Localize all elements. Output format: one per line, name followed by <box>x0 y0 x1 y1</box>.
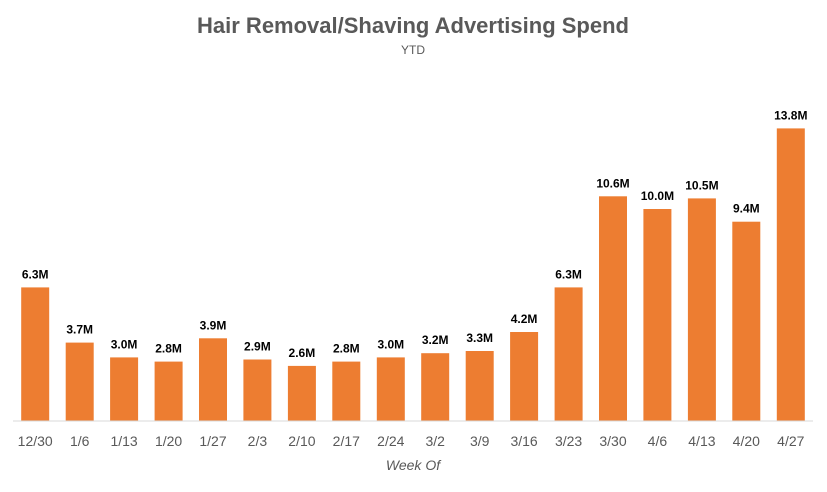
bar-9 <box>421 353 450 421</box>
bar-12 <box>554 287 583 421</box>
bar-7 <box>332 361 361 421</box>
data-label-17: 13.8M <box>774 108 807 122</box>
data-label-3: 2.8M <box>155 342 182 356</box>
data-label-10: 3.3M <box>466 331 493 345</box>
bar-10 <box>465 351 494 421</box>
data-label-1: 3.7M <box>66 323 93 337</box>
bar-5 <box>243 359 272 421</box>
data-label-2: 3.0M <box>111 337 138 351</box>
data-label-4: 3.9M <box>200 318 227 332</box>
x-tick-label-17: 4/27 <box>777 433 804 449</box>
x-tick-label-16: 4/20 <box>733 433 760 449</box>
data-label-0: 6.3M <box>22 267 49 281</box>
bar-11 <box>510 332 539 421</box>
x-tick-label-11: 3/16 <box>510 433 537 449</box>
bar-15 <box>687 198 716 421</box>
chart-subtitle: YTD <box>401 43 425 57</box>
bar-2 <box>110 357 139 421</box>
data-label-9: 3.2M <box>422 333 449 347</box>
bar-3 <box>154 361 183 421</box>
data-label-11: 4.2M <box>511 312 538 326</box>
x-tick-label-9: 3/2 <box>425 433 445 449</box>
x-tick-label-2: 1/13 <box>110 433 137 449</box>
data-label-12: 6.3M <box>555 267 582 281</box>
x-tick-label-12: 3/23 <box>555 433 582 449</box>
data-label-13: 10.6M <box>596 176 629 190</box>
data-label-7: 2.8M <box>333 342 360 356</box>
x-tick-label-3: 1/20 <box>155 433 182 449</box>
bar-0 <box>21 287 50 421</box>
x-tick-label-7: 2/17 <box>333 433 360 449</box>
x-axis-title: Week Of <box>386 457 442 473</box>
data-label-5: 2.9M <box>244 340 271 354</box>
x-tick-label-14: 4/6 <box>648 433 668 449</box>
data-labels-group: 6.3M 3.7M 3.0M 2.8M 3.9M 2.9M 2.6M 2.8M 3.0M 3.2M… <box>22 108 808 360</box>
data-label-14: 10.0M <box>641 189 674 203</box>
data-label-15: 10.5M <box>685 178 718 192</box>
x-tick-labels-group: 12/30 1/6 1/13 1/20 1/27 2/3 2/10 2/17 2/24 3/2 3/… <box>18 433 805 449</box>
x-tick-label-4: 1/27 <box>199 433 226 449</box>
bar-17 <box>776 128 805 421</box>
bar-16 <box>732 221 761 421</box>
x-tick-label-1: 1/6 <box>70 433 90 449</box>
bar-1 <box>65 342 94 421</box>
data-label-6: 2.6M <box>289 346 316 360</box>
bars-group <box>21 128 805 421</box>
data-label-16: 9.4M <box>733 202 760 216</box>
x-tick-label-13: 3/30 <box>599 433 626 449</box>
bar-6 <box>287 365 316 421</box>
x-tick-label-6: 2/10 <box>288 433 315 449</box>
x-tick-label-5: 2/3 <box>248 433 268 449</box>
bar-8 <box>376 357 405 421</box>
chart-title: Hair Removal/Shaving Advertising Spend <box>197 13 629 38</box>
data-label-8: 3.0M <box>377 337 404 351</box>
x-tick-label-15: 4/13 <box>688 433 715 449</box>
bar-14 <box>643 209 672 421</box>
x-tick-label-10: 3/9 <box>470 433 490 449</box>
x-tick-label-0: 12/30 <box>18 433 53 449</box>
bar-4 <box>199 338 227 421</box>
bar-13 <box>599 196 627 421</box>
x-tick-label-8: 2/24 <box>377 433 404 449</box>
